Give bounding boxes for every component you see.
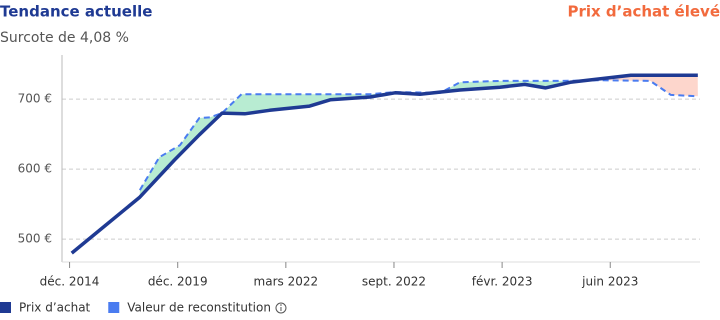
legend-label: Valeur de reconstitution [127,301,271,315]
x-tick-label: sept. 2022 [362,275,426,289]
legend-swatch [108,302,120,313]
info-icon-dot [280,304,282,306]
x-tick-label: mars 2022 [254,275,319,289]
subtitle: Surcote de 4,08 % [0,30,129,46]
x-tick-label: juin 2023 [581,275,638,289]
series-line [138,79,698,191]
x-tick-label: déc. 2019 [148,275,208,289]
badge: Prix d’achat élevé [567,3,720,21]
plot: 500 € 600 € 700 € déc. 2014 déc. 2019 mars 20… [18,55,700,289]
x-tick-label: févr. 2023 [472,275,533,289]
y-tick-label: 500 € [18,232,52,246]
gap-area-above [139,75,698,198]
title: Tendance actuelle [0,3,152,21]
y-tick-label: 700 € [18,92,52,106]
x-tick-label: déc. 2014 [40,275,100,289]
legend-label: Prix d’achat [19,301,91,315]
y-tick-label: 600 € [18,162,52,176]
legend: Prix d’achat Valeur de reconstitution [0,301,287,315]
series-line [70,73,698,255]
legend-swatch [0,302,11,313]
info-icon [275,302,287,314]
